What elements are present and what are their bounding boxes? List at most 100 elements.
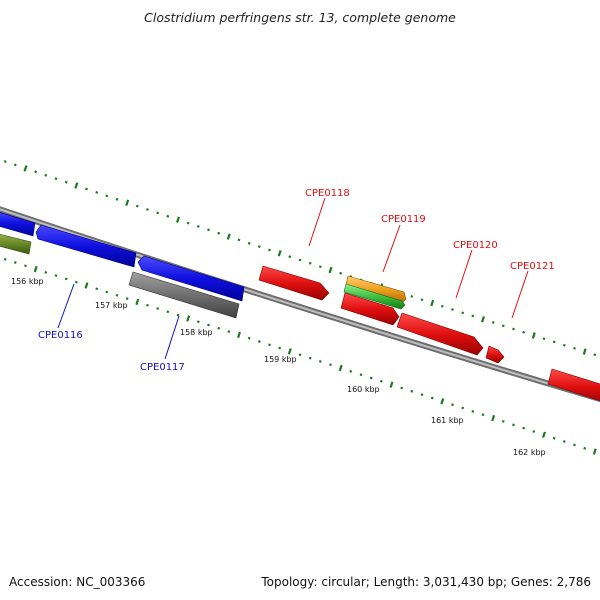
ruler-minor-tick xyxy=(257,245,261,248)
ruler-minor-tick xyxy=(85,187,88,191)
ruler-label-161: 161 kbp xyxy=(431,416,464,425)
ruler-major-tick xyxy=(186,315,191,322)
ruler-minor-tick xyxy=(359,373,363,377)
ruler-minor-tick xyxy=(542,337,546,341)
ruler-minor-tick xyxy=(369,376,373,380)
gene-label-cpe0116[interactable]: CPE0116 xyxy=(38,330,83,341)
ruler-minor-tick xyxy=(471,314,475,318)
ruler-major-tick xyxy=(481,316,485,323)
gene-feature[interactable] xyxy=(485,345,505,364)
ruler-minor-tick xyxy=(593,353,597,357)
ruler-minor-tick xyxy=(207,228,210,232)
ruler-minor-tick xyxy=(552,436,556,440)
ruler-label-156: 156 kbp xyxy=(11,277,44,286)
gene-feature[interactable] xyxy=(547,368,600,404)
ruler-minor-tick xyxy=(318,360,322,363)
gene-label-cpe0119[interactable]: CPE0119 xyxy=(381,214,426,225)
ruler-minor-tick xyxy=(13,261,17,264)
genome-backbone xyxy=(0,206,600,403)
map-title: Clostridium perfringens str. 13, complet… xyxy=(144,10,456,25)
ruler-minor-tick xyxy=(196,320,200,324)
ruler-minor-tick xyxy=(268,248,271,252)
ruler-major-tick xyxy=(176,216,180,223)
ruler-major-tick xyxy=(23,165,28,172)
ruler-major-tick xyxy=(226,233,231,240)
gene-feature[interactable] xyxy=(258,265,330,301)
gene-feature[interactable] xyxy=(35,224,137,268)
ruler-minor-tick xyxy=(3,160,7,163)
ruler-major-tick xyxy=(237,331,241,339)
ruler-minor-tick xyxy=(552,340,556,344)
ruler-minor-tick xyxy=(308,261,312,265)
ruler-label-160: 160 kbp xyxy=(347,385,380,394)
ruler-minor-tick xyxy=(562,440,566,443)
gene-feature[interactable] xyxy=(137,255,245,302)
ruler-minor-tick xyxy=(379,379,383,383)
ruler-minor-tick xyxy=(227,330,231,333)
ruler-minor-tick xyxy=(451,403,454,407)
ruler-major-tick xyxy=(338,364,343,372)
ruler-minor-tick xyxy=(522,426,526,430)
gene-label-cpe0120[interactable]: CPE0120 xyxy=(453,240,498,251)
ruler-minor-tick xyxy=(491,321,495,324)
gene-feature[interactable] xyxy=(396,312,484,356)
ruler-minor-tick xyxy=(573,347,576,350)
ruler-minor-tick xyxy=(207,323,210,327)
ruler-minor-tick xyxy=(288,255,292,259)
gene-features xyxy=(0,211,600,404)
ruler-major-tick xyxy=(277,250,282,257)
gene-feature[interactable] xyxy=(0,233,32,255)
ruler-minor-tick xyxy=(308,356,312,360)
ruler-minor-tick xyxy=(512,327,515,331)
ruler-labels: 156 kbp 157 kbp 158 kbp 159 kbp 160 kbp … xyxy=(11,277,546,457)
ruler-major-tick xyxy=(125,199,130,206)
ruler-minor-tick xyxy=(298,258,302,262)
ruler-major-tick xyxy=(430,299,435,307)
gene-feature[interactable] xyxy=(0,211,36,237)
gene-label-cpe0121[interactable]: CPE0121 xyxy=(510,261,555,272)
ruler-minor-tick xyxy=(410,295,414,298)
ruler-minor-tick xyxy=(440,304,444,308)
ruler-minor-tick xyxy=(34,170,38,174)
ruler-minor-tick xyxy=(217,326,221,330)
ruler-minor-tick xyxy=(461,406,465,410)
ruler-minor-tick xyxy=(156,307,160,310)
ruler-minor-tick xyxy=(135,204,139,208)
ruler-minor-tick xyxy=(105,194,109,198)
outer-ruler-ticks xyxy=(3,160,597,357)
gene-label-cpe0118[interactable]: CPE0118 xyxy=(305,188,350,199)
ruler-label-162: 162 kbp xyxy=(513,448,546,457)
ruler-minor-tick xyxy=(430,396,434,400)
ruler-major-tick xyxy=(542,431,546,438)
ruler-minor-tick xyxy=(501,324,505,328)
ruler-minor-tick xyxy=(54,177,58,181)
ruler-minor-tick xyxy=(3,257,7,261)
ruler-minor-tick xyxy=(217,231,221,235)
ruler-minor-tick xyxy=(257,340,261,343)
ruler-major-tick xyxy=(328,266,333,274)
ruler-minor-tick xyxy=(298,353,302,357)
gene-feature[interactable] xyxy=(345,275,407,304)
ruler-minor-tick xyxy=(420,298,424,302)
ruler-minor-tick xyxy=(501,420,505,423)
ruler-minor-tick xyxy=(95,191,99,194)
ruler-minor-tick xyxy=(573,443,576,447)
gene-labels: CPE0116 CPE0117 CPE0118 CPE0119 CPE0120 … xyxy=(38,188,555,373)
genome-summary-text: Topology: circular; Length: 3,031,430 bp… xyxy=(261,575,591,589)
ruler-minor-tick xyxy=(64,180,68,184)
ruler-major-tick xyxy=(531,332,536,339)
gene-feature[interactable] xyxy=(343,283,406,310)
ruler-label-157: 157 kbp xyxy=(95,301,128,310)
ruler-minor-tick xyxy=(318,265,322,269)
ruler-minor-tick xyxy=(115,197,119,201)
ruler-minor-tick xyxy=(166,214,170,218)
ruler-minor-tick xyxy=(95,287,99,291)
gene-label-cpe0117[interactable]: CPE0117 xyxy=(140,362,185,373)
ruler-minor-tick xyxy=(146,303,149,307)
gene-feature[interactable] xyxy=(340,292,400,326)
ruler-minor-tick xyxy=(156,211,160,215)
gene-feature[interactable] xyxy=(128,271,240,319)
ruler-major-tick xyxy=(74,182,79,189)
